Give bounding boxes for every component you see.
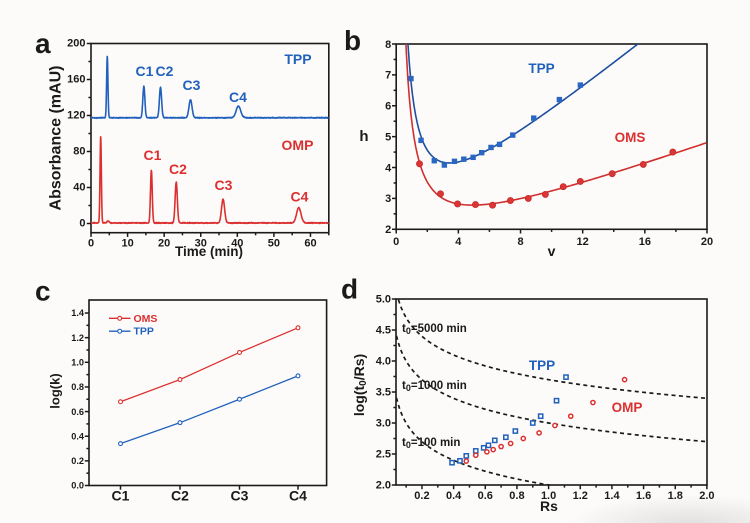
svg-text:8: 8 xyxy=(385,39,391,51)
svg-text:OMS: OMS xyxy=(615,130,646,145)
svg-text:C1: C1 xyxy=(136,63,154,79)
svg-text:1.8: 1.8 xyxy=(668,490,683,502)
svg-text:4: 4 xyxy=(385,162,392,174)
svg-text:a: a xyxy=(35,28,51,59)
svg-text:1.2: 1.2 xyxy=(573,490,588,502)
svg-text:C1: C1 xyxy=(112,488,130,504)
svg-text:2.5: 2.5 xyxy=(376,449,391,461)
svg-text:5: 5 xyxy=(385,131,391,143)
svg-text:d: d xyxy=(341,274,358,305)
svg-text:t0=5000 min: t0=5000 min xyxy=(402,323,467,336)
svg-text:0.8: 0.8 xyxy=(71,382,84,392)
svg-text:t0=1000 min: t0=1000 min xyxy=(402,380,467,393)
svg-text:C4: C4 xyxy=(229,89,247,105)
svg-text:80: 80 xyxy=(73,146,85,158)
svg-text:2.0: 2.0 xyxy=(376,480,391,492)
svg-text:0.0: 0.0 xyxy=(71,481,84,491)
svg-text:1.2: 1.2 xyxy=(71,333,84,343)
svg-text:4: 4 xyxy=(455,236,462,248)
svg-text:t0=100 min: t0=100 min xyxy=(402,437,460,450)
svg-text:40: 40 xyxy=(73,182,85,194)
svg-text:TPP: TPP xyxy=(134,326,154,338)
svg-text:0: 0 xyxy=(79,218,85,230)
svg-text:c: c xyxy=(35,276,51,307)
svg-text:C4: C4 xyxy=(291,189,309,205)
svg-text:2.0: 2.0 xyxy=(699,490,714,502)
svg-text:60: 60 xyxy=(304,237,316,249)
svg-text:Time (min): Time (min) xyxy=(175,244,243,259)
svg-text:0.8: 0.8 xyxy=(509,490,524,502)
svg-text:50: 50 xyxy=(268,237,280,249)
svg-text:Absorbance (mAU): Absorbance (mAU) xyxy=(48,66,65,211)
svg-text:OMP: OMP xyxy=(612,400,643,415)
svg-text:1.4: 1.4 xyxy=(604,490,620,502)
svg-text:C4: C4 xyxy=(289,488,307,504)
svg-text:C3: C3 xyxy=(183,77,201,93)
svg-text:TPP: TPP xyxy=(284,51,311,67)
svg-text:200: 200 xyxy=(67,38,85,50)
svg-text:v: v xyxy=(548,243,556,259)
svg-text:TPP: TPP xyxy=(528,61,554,76)
svg-text:0.2: 0.2 xyxy=(414,490,429,502)
svg-text:b: b xyxy=(344,25,361,56)
svg-text:log(t0/Rs): log(t0/Rs) xyxy=(351,354,369,416)
svg-text:0.2: 0.2 xyxy=(71,456,84,466)
svg-text:40: 40 xyxy=(231,237,243,249)
svg-text:C1: C1 xyxy=(144,147,162,163)
svg-text:0.4: 0.4 xyxy=(71,431,85,441)
svg-text:1.0: 1.0 xyxy=(541,490,556,502)
svg-text:C3: C3 xyxy=(231,488,249,504)
svg-text:0.6: 0.6 xyxy=(71,407,84,417)
svg-text:1.4: 1.4 xyxy=(71,308,85,318)
svg-text:7: 7 xyxy=(385,70,391,82)
svg-text:Rs: Rs xyxy=(540,498,558,514)
svg-text:5.0: 5.0 xyxy=(376,294,391,306)
svg-text:0.4: 0.4 xyxy=(446,490,462,502)
svg-text:6: 6 xyxy=(385,101,391,113)
svg-text:0: 0 xyxy=(393,236,399,248)
svg-text:12: 12 xyxy=(577,236,589,248)
svg-text:30: 30 xyxy=(195,237,207,249)
svg-text:log(k): log(k) xyxy=(48,373,63,408)
svg-text:120: 120 xyxy=(67,110,85,122)
svg-text:C2: C2 xyxy=(171,488,189,504)
svg-text:160: 160 xyxy=(67,74,85,86)
svg-text:C2: C2 xyxy=(156,63,174,79)
svg-text:0: 0 xyxy=(88,237,94,249)
svg-text:TPP: TPP xyxy=(529,358,555,373)
svg-text:20: 20 xyxy=(158,237,170,249)
svg-text:0.6: 0.6 xyxy=(478,490,493,502)
svg-text:OMP: OMP xyxy=(282,137,314,153)
svg-text:h: h xyxy=(359,128,368,145)
svg-text:10: 10 xyxy=(121,237,133,249)
svg-text:C3: C3 xyxy=(215,177,233,193)
svg-text:8: 8 xyxy=(517,236,523,248)
svg-text:4.0: 4.0 xyxy=(376,356,391,368)
svg-text:OMS: OMS xyxy=(134,313,158,325)
svg-text:3.0: 3.0 xyxy=(376,418,391,430)
svg-text:1.0: 1.0 xyxy=(71,358,84,368)
svg-text:2: 2 xyxy=(385,224,391,236)
svg-text:20: 20 xyxy=(701,236,713,248)
svg-text:3.5: 3.5 xyxy=(376,387,391,399)
svg-text:3: 3 xyxy=(385,193,391,205)
svg-text:16: 16 xyxy=(639,236,651,248)
svg-text:1.6: 1.6 xyxy=(636,490,651,502)
svg-text:C2: C2 xyxy=(169,161,187,177)
svg-text:4.5: 4.5 xyxy=(376,325,391,337)
